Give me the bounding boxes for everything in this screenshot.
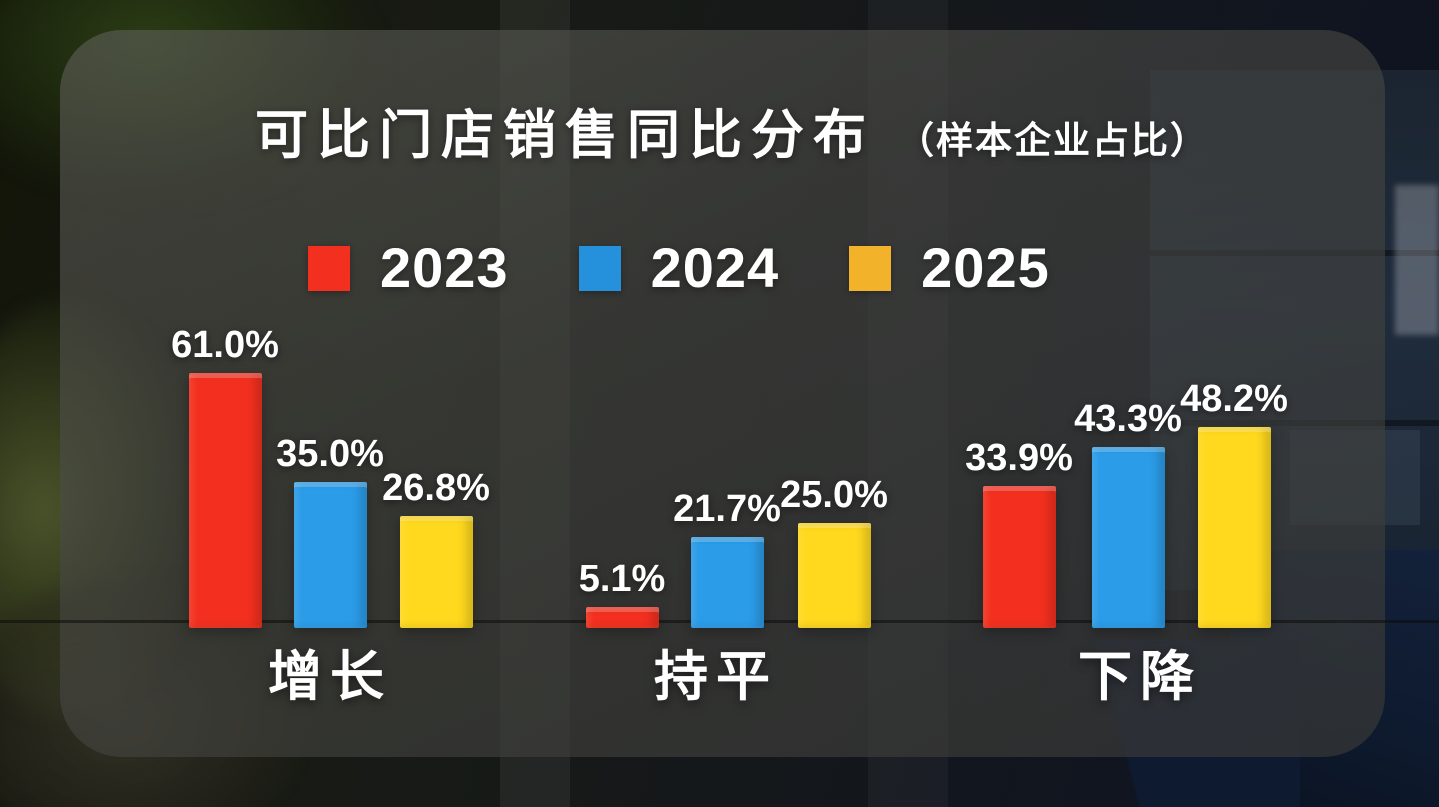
bar-2025-增长 [399,516,473,628]
bar-2023-增长 [188,373,262,628]
bar-2024-下降 [1091,447,1165,628]
legend-item-2024: 2024 [578,236,780,299]
bar-2023-持平 [585,607,659,628]
value-label-2023-持平: 5.1% [578,558,666,600]
legend-swatch-2024 [578,245,621,291]
value-label-2025-下降: 48.2% [1180,378,1288,420]
bar-2024-增长 [293,482,367,628]
chart-title: 可比门店销售同比分布 [255,106,875,165]
category-label-decline: 下降 [1078,647,1202,707]
value-label-2025-持平: 25.0% [780,474,888,516]
legend-item-2023: 2023 [308,240,509,296]
value-label-2024-持平: 21.7% [673,488,781,530]
legend-swatch-2025 [849,245,892,291]
legend-item-2025: 2025 [849,240,1050,296]
value-label-2023-下降: 33.9% [965,437,1073,479]
bar-2023-下降 [982,486,1056,628]
bar-2025-持平 [797,523,871,628]
value-label-2023-增长: 61.0% [171,324,279,366]
value-label-2024-下降: 43.3% [1074,398,1182,440]
category-label-growth: 增长 [268,647,392,707]
legend-swatch-2023 [308,245,350,291]
legend-label-2023: 2023 [380,236,509,299]
chart-subtitle: （样本企业占比） [897,120,1209,161]
bar-2024-持平 [690,537,764,628]
chart-title-row: 可比门店销售同比分布 （样本企业占比） [255,106,1209,167]
legend: 2023 2024 2025 [308,240,1050,296]
value-label-2024-增长: 35.0% [276,433,384,475]
legend-label-2024: 2024 [650,236,780,299]
value-label-2025-增长: 26.8% [382,467,490,509]
bar-2025-下降 [1197,427,1271,628]
category-label-flat: 持平 [654,647,778,707]
chart-panel [60,30,1385,757]
legend-label-2025: 2025 [921,236,1050,299]
